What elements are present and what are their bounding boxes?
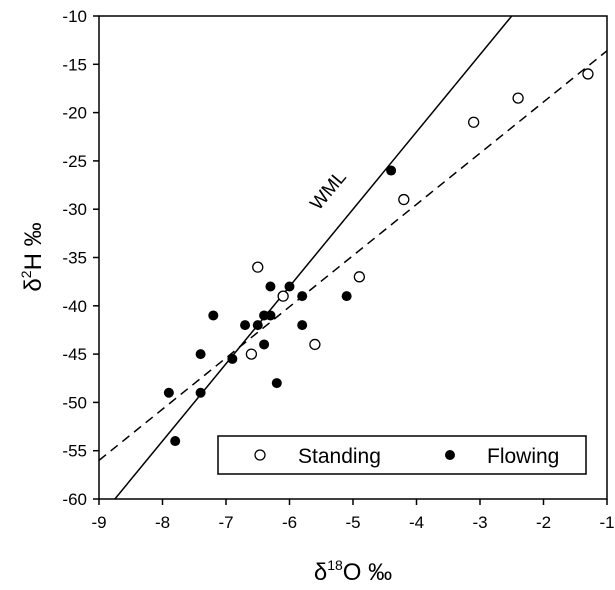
flowing-point bbox=[265, 310, 276, 321]
flowing-point bbox=[208, 310, 219, 321]
legend: Standing Flowing bbox=[217, 435, 587, 475]
y-tick-label: -30 bbox=[62, 200, 87, 219]
flowing-point bbox=[163, 387, 174, 398]
y-tick-label: -45 bbox=[62, 345, 87, 364]
standing-point bbox=[309, 338, 321, 351]
y-tick-label: -50 bbox=[62, 393, 87, 412]
y-tick-label: -10 bbox=[62, 7, 87, 26]
x-tick-label: -9 bbox=[91, 513, 106, 532]
x-tick-label: -2 bbox=[536, 513, 551, 532]
standing-point bbox=[582, 68, 594, 80]
flowing-point bbox=[195, 349, 206, 360]
standing-point bbox=[277, 290, 289, 302]
standing-point bbox=[353, 271, 366, 283]
flowing-point bbox=[297, 291, 308, 302]
x-tick-label: -8 bbox=[155, 513, 170, 532]
flowing-point bbox=[170, 436, 181, 447]
y-axis-title: δ2H ‰ bbox=[18, 222, 47, 291]
standing-point bbox=[512, 92, 524, 104]
y-axis-title-sup: 2 bbox=[18, 270, 34, 278]
y-tick-label: -15 bbox=[62, 55, 87, 74]
x-tick-label: -5 bbox=[345, 513, 360, 532]
x-tick-label: -3 bbox=[472, 513, 487, 532]
flowing-point bbox=[341, 291, 352, 302]
y-axis-ticks: -10 -15 -20 -25 -30 -35 -40 -45 -50 -55 -60 bbox=[62, 7, 99, 509]
flowing-point bbox=[240, 320, 251, 331]
y-tick-label: -60 bbox=[62, 490, 87, 509]
reference-lines bbox=[99, 16, 607, 499]
legend-standing-label: Standing bbox=[298, 445, 381, 468]
x-tick-label: -6 bbox=[282, 513, 297, 532]
y-tick-label: -20 bbox=[62, 104, 87, 123]
legend-box bbox=[217, 435, 587, 475]
legend-flowing-label: Flowing bbox=[487, 445, 559, 468]
standing-point bbox=[398, 193, 410, 206]
flowing-point bbox=[227, 353, 238, 364]
regression-line bbox=[99, 50, 607, 461]
wml-line bbox=[113, 16, 513, 499]
y-axis-title-base: δ bbox=[20, 278, 47, 291]
flowing-point bbox=[252, 320, 263, 331]
flowing-point bbox=[265, 281, 276, 292]
standing-point bbox=[252, 261, 264, 273]
y-tick-label: -55 bbox=[62, 442, 87, 461]
flowing-point bbox=[195, 387, 206, 398]
data-points bbox=[163, 68, 594, 447]
y-tick-label: -40 bbox=[62, 297, 87, 316]
x-tick-label: -4 bbox=[409, 513, 424, 532]
x-axis-title-rest: O ‰ bbox=[343, 559, 392, 586]
flowing-point bbox=[284, 281, 295, 292]
x-axis-title-base: δ bbox=[314, 559, 327, 586]
x-tick-label: -1 bbox=[599, 513, 614, 532]
standing-point bbox=[245, 348, 258, 360]
standing-point bbox=[467, 116, 480, 128]
legend-flowing-marker bbox=[445, 450, 455, 460]
x-axis-ticks: -9 -8 -7 -6 -5 -4 -3 -2 -1 bbox=[91, 499, 615, 532]
y-tick-label: -25 bbox=[62, 152, 87, 171]
x-tick-label: -7 bbox=[218, 513, 233, 532]
legend-standing-marker bbox=[254, 449, 266, 461]
y-tick-label: -35 bbox=[62, 249, 87, 268]
y-axis-title-rest: H ‰ bbox=[20, 222, 47, 270]
flowing-point bbox=[297, 320, 308, 331]
flowing-point bbox=[271, 378, 282, 389]
x-axis-title-sup: 18 bbox=[327, 557, 343, 573]
x-axis-title: δ18O ‰ bbox=[314, 557, 392, 586]
flowing-point bbox=[386, 165, 397, 176]
flowing-point bbox=[259, 339, 270, 350]
